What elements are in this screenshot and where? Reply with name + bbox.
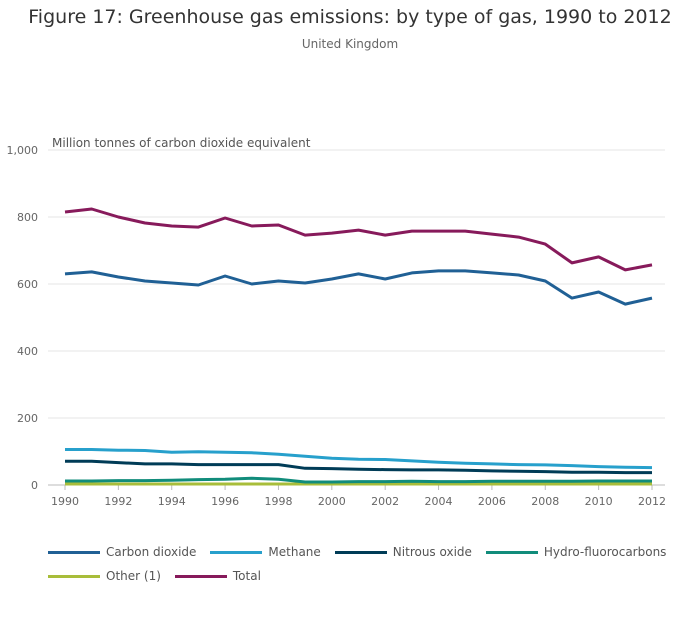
x-tick-label: 2012: [638, 495, 666, 508]
y-tick-label: 200: [17, 412, 38, 425]
legend-label: Other (1): [106, 569, 161, 583]
legend-swatch: [48, 574, 100, 578]
legend-label: Methane: [268, 545, 321, 559]
x-tick-label: 1998: [264, 495, 292, 508]
y-tick-label: 0: [31, 479, 38, 492]
legend-label: Carbon dioxide: [106, 545, 197, 559]
legend-swatch: [174, 574, 227, 578]
legend-item: Methane: [210, 540, 321, 564]
line-chart: Million tonnes of carbon dioxide equival…: [7, 136, 667, 508]
x-tick-label: 2010: [585, 495, 613, 508]
x-tick-label: 2004: [425, 495, 453, 508]
legend-label: Nitrous oxide: [392, 545, 472, 559]
x-tick-label: 1992: [104, 495, 132, 508]
legend: Carbon dioxide Methane Nitrous oxide Hydro-…: [48, 540, 688, 588]
x-tick-label: 2002: [371, 495, 399, 508]
legend-item: Hydro-fluorocarbons: [485, 540, 667, 564]
legend-swatch: [210, 550, 263, 554]
y-tick-label: 600: [17, 278, 38, 291]
y-tick-label: 1,000: [7, 144, 39, 157]
x-tick-label: 2000: [318, 495, 346, 508]
series-line-carbon-dioxide: [64, 269, 653, 306]
legend-swatch: [485, 550, 538, 554]
y-tick-label: 800: [17, 211, 38, 224]
x-tick-label: 2008: [531, 495, 559, 508]
x-tick-label: 2006: [478, 495, 506, 508]
legend-swatch: [48, 550, 100, 554]
legend-item: Total: [174, 564, 261, 588]
x-tick-label: 1996: [211, 495, 239, 508]
y-tick-label: 400: [17, 345, 38, 358]
legend-item: Nitrous oxide: [334, 540, 472, 564]
legend-item: Other (1): [48, 564, 161, 588]
series-line-methane: [65, 448, 653, 470]
legend-item: Carbon dioxide: [48, 540, 196, 564]
series-line-total: [64, 207, 653, 272]
chart-title: Figure 17: Greenhouse gas emissions: by …: [28, 6, 672, 28]
series-line-nitrous-oxide: [65, 459, 652, 475]
legend-swatch: [334, 550, 387, 554]
x-tick-label: 1990: [51, 495, 79, 508]
legend-label: Total: [232, 569, 261, 583]
series-line-hydro-fluorocarbons: [65, 476, 652, 484]
chart-subtitle: United Kingdom: [301, 37, 399, 51]
legend-label: Hydro-fluorocarbons: [543, 545, 667, 559]
y-axis-label: Million tonnes of carbon dioxide equival…: [52, 136, 311, 150]
x-tick-label: 1994: [158, 495, 186, 508]
